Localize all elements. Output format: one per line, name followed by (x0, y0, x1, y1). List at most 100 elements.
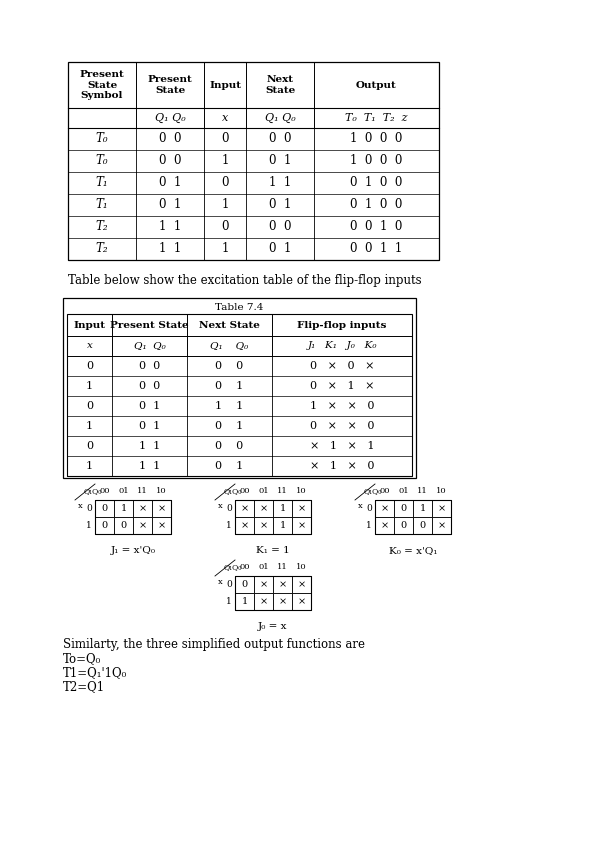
Text: 0    1: 0 1 (215, 381, 243, 391)
Text: 11: 11 (417, 487, 428, 495)
Text: ×: × (259, 580, 268, 589)
Text: 0  1: 0 1 (269, 242, 291, 255)
Text: 0  1: 0 1 (159, 177, 181, 189)
Text: 0: 0 (86, 361, 93, 371)
Bar (95, 517, 114, 534)
Text: Q₁Q₀: Q₁Q₀ (224, 487, 242, 495)
Bar (254, 593, 273, 610)
Text: 1: 1 (86, 461, 93, 471)
Text: Q₁Q₀: Q₁Q₀ (364, 487, 382, 495)
Text: 0  0: 0 0 (269, 221, 291, 233)
Text: ×: × (139, 504, 146, 513)
Text: ×: × (298, 504, 306, 513)
Text: 0: 0 (226, 580, 232, 589)
Bar (235, 500, 254, 517)
Bar (114, 517, 133, 534)
Text: ×: × (158, 521, 165, 530)
Text: 1: 1 (86, 381, 93, 391)
Text: Table below show the excitation table of the flip-flop inputs: Table below show the excitation table of… (68, 274, 422, 287)
Text: 1: 1 (221, 154, 228, 168)
Text: ×: × (259, 597, 268, 606)
Text: 1   ×   ×   0: 1 × × 0 (310, 401, 374, 411)
Text: 0: 0 (101, 504, 108, 513)
Text: Next
State: Next State (265, 75, 295, 94)
Text: ×: × (278, 580, 287, 589)
Text: 0  0: 0 0 (139, 361, 160, 371)
Text: 00: 00 (239, 563, 250, 571)
Text: J₀ = x: J₀ = x (258, 622, 288, 631)
Text: x: x (218, 578, 223, 586)
Text: 1: 1 (419, 504, 425, 513)
Text: 0  0: 0 0 (159, 132, 181, 146)
Text: J₁ = x'Q₀: J₁ = x'Q₀ (111, 546, 155, 555)
Text: ×: × (139, 521, 146, 530)
Text: 10: 10 (156, 487, 167, 495)
Text: ×: × (437, 521, 446, 530)
Text: 0  1  0  0: 0 1 0 0 (350, 177, 403, 189)
Text: Q₁    Q₀: Q₁ Q₀ (211, 342, 249, 350)
Text: 0  0: 0 0 (139, 381, 160, 391)
Text: 1  1: 1 1 (159, 221, 181, 233)
Bar (394, 500, 413, 517)
Text: ×: × (240, 504, 249, 513)
Text: 01: 01 (258, 487, 269, 495)
Text: K₁ = 1: K₁ = 1 (256, 546, 290, 555)
Text: 0  0: 0 0 (159, 154, 181, 168)
Text: 0: 0 (120, 521, 127, 530)
Text: Q₁ Q₀: Q₁ Q₀ (265, 113, 295, 123)
Text: 0  1: 0 1 (139, 421, 160, 431)
Bar (152, 500, 171, 517)
Text: 0: 0 (101, 521, 108, 530)
Text: 0: 0 (221, 132, 228, 146)
Text: 00: 00 (99, 487, 109, 495)
Bar (273, 517, 292, 534)
Text: 0    0: 0 0 (215, 441, 243, 451)
Text: ×   1   ×   0: × 1 × 0 (310, 461, 374, 471)
Bar (394, 517, 413, 534)
Text: 0  1: 0 1 (159, 199, 181, 211)
Text: Table 7.4: Table 7.4 (215, 302, 264, 312)
Text: 1: 1 (226, 521, 232, 530)
Text: Q₁ Q₀: Q₁ Q₀ (155, 113, 186, 123)
Text: 0: 0 (367, 504, 372, 513)
Bar (292, 576, 311, 593)
Text: 0  1: 0 1 (139, 401, 160, 411)
Text: x: x (86, 342, 92, 350)
Text: x: x (358, 502, 363, 510)
Bar (254, 500, 273, 517)
Bar (95, 500, 171, 534)
Bar (432, 517, 451, 534)
Text: T₀: T₀ (96, 154, 108, 168)
Bar (235, 500, 311, 534)
Text: K₀ = x'Q₁: K₀ = x'Q₁ (389, 546, 437, 555)
Text: 0  1: 0 1 (269, 154, 291, 168)
Text: ×: × (437, 504, 446, 513)
Text: 1: 1 (280, 504, 286, 513)
Text: Q₁Q₀: Q₁Q₀ (84, 487, 102, 495)
Text: 0  0  1  1: 0 0 1 1 (350, 242, 403, 255)
Text: ×: × (298, 580, 306, 589)
Text: ×: × (278, 597, 287, 606)
Bar (152, 517, 171, 534)
Text: ×: × (380, 521, 389, 530)
Text: 1: 1 (226, 597, 232, 606)
Text: Q₁Q₀: Q₁Q₀ (224, 563, 242, 571)
Bar (292, 517, 311, 534)
Text: 11: 11 (277, 487, 288, 495)
Bar (432, 500, 451, 517)
Text: 1: 1 (120, 504, 127, 513)
Text: 0: 0 (86, 401, 93, 411)
Text: 1  0  0  0: 1 0 0 0 (350, 132, 403, 146)
Text: 0   ×   ×   0: 0 × × 0 (310, 421, 374, 431)
Text: Flip-flop inputs: Flip-flop inputs (298, 321, 387, 329)
Text: ×: × (240, 521, 249, 530)
Text: 0: 0 (226, 504, 232, 513)
Text: x: x (218, 502, 223, 510)
Text: T₀  T₁  T₂  z: T₀ T₁ T₂ z (345, 113, 408, 123)
Bar (413, 500, 432, 517)
Text: 0  0: 0 0 (269, 132, 291, 146)
Text: 1    1: 1 1 (215, 401, 243, 411)
Bar (63, 298, 416, 478)
Text: 1: 1 (280, 521, 286, 530)
Text: 0: 0 (419, 521, 425, 530)
